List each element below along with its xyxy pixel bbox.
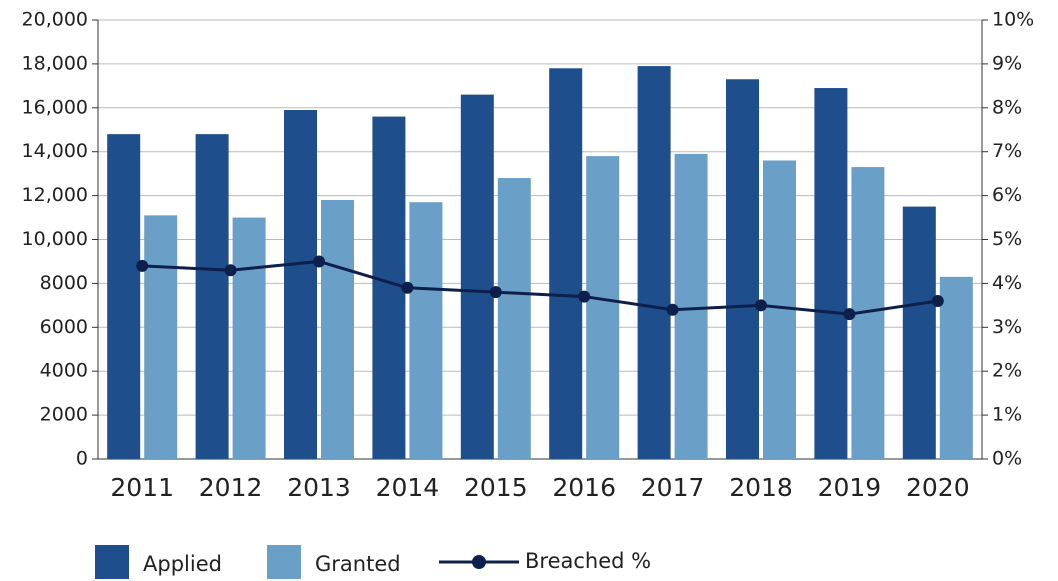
y-tick-label: 2000 — [40, 404, 88, 426]
bar — [814, 88, 848, 460]
y-tick-label: 20,000 — [22, 9, 88, 31]
y2-tick-label: 8% — [992, 96, 1022, 118]
line-point — [931, 294, 944, 307]
y2-tick-label: 4% — [992, 272, 1022, 294]
line-point — [578, 290, 591, 303]
y2-tick-label: 10% — [992, 9, 1034, 31]
legend-marker — [472, 555, 486, 569]
y-tick-label: 18,000 — [22, 52, 88, 74]
bar — [497, 178, 531, 460]
y2-tick-label: 9% — [992, 52, 1022, 74]
x-tick-label: 2015 — [464, 473, 528, 502]
x-tick-label: 2011 — [110, 473, 174, 502]
y2-tick-label: 7% — [992, 140, 1022, 162]
bar — [372, 116, 406, 459]
legend-swatch — [95, 545, 129, 579]
x-tick-label: 2019 — [818, 473, 882, 502]
bar — [107, 134, 141, 459]
bar — [674, 153, 708, 459]
bar — [195, 134, 229, 459]
x-tick-label: 2013 — [287, 473, 351, 502]
x-tick-label: 2020 — [906, 473, 970, 502]
legend-label: Granted — [315, 552, 401, 576]
line-point — [666, 303, 679, 316]
bar — [321, 199, 354, 460]
line-point — [401, 281, 414, 294]
line-point — [755, 299, 767, 312]
y-tick-label: 16,000 — [22, 96, 88, 118]
y-tick-label: 10,000 — [22, 228, 88, 250]
bar — [939, 276, 973, 459]
y-tick-label: 0 — [76, 448, 88, 470]
bar — [409, 202, 443, 459]
bar — [549, 68, 583, 459]
bar — [284, 109, 317, 460]
line-point — [224, 264, 237, 277]
legend-swatch — [267, 545, 301, 579]
x-tick-label: 2017 — [641, 473, 705, 502]
legend-label: Applied — [143, 552, 222, 576]
x-tick-label: 2016 — [552, 473, 616, 502]
y2-tick-label: 0% — [992, 448, 1022, 470]
y-tick-label: 6000 — [40, 316, 88, 338]
bar — [726, 79, 759, 459]
line-point — [136, 259, 149, 272]
line-point — [313, 255, 325, 268]
line-point — [843, 308, 856, 321]
y-tick-label: 14,000 — [22, 140, 88, 162]
y2-tick-label: 6% — [992, 184, 1022, 206]
x-tick-label: 2014 — [376, 473, 440, 502]
y2-tick-label: 1% — [992, 404, 1022, 426]
y-tick-label: 4000 — [40, 360, 88, 382]
y2-tick-label: 5% — [992, 228, 1022, 250]
y2-tick-label: 2% — [992, 360, 1022, 382]
bar — [460, 94, 494, 459]
y2-tick-label: 3% — [992, 316, 1022, 338]
x-tick-label: 2012 — [199, 473, 263, 502]
bar — [902, 206, 936, 459]
line — [142, 259, 939, 316]
x-tick-label: 2018 — [729, 473, 793, 502]
bar — [637, 66, 671, 459]
bar — [232, 217, 266, 459]
y-tick-label: 12,000 — [22, 184, 88, 206]
bar — [586, 156, 620, 459]
bar — [144, 215, 178, 459]
line-point — [489, 286, 502, 299]
y-tick-label: 8000 — [40, 272, 88, 294]
legend-label: Breached % — [525, 549, 651, 573]
